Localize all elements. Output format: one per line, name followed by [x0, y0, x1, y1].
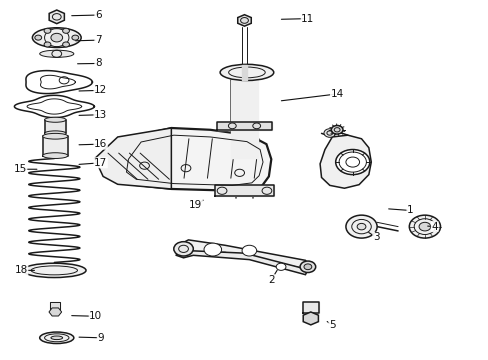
- Circle shape: [408, 215, 440, 238]
- Ellipse shape: [44, 117, 66, 122]
- Circle shape: [300, 261, 315, 273]
- Text: 17: 17: [94, 158, 107, 168]
- Text: 4: 4: [430, 222, 437, 231]
- Circle shape: [242, 245, 256, 256]
- Circle shape: [62, 42, 69, 47]
- Polygon shape: [49, 10, 64, 24]
- Polygon shape: [303, 302, 318, 314]
- Text: 6: 6: [95, 10, 102, 20]
- Polygon shape: [320, 135, 370, 188]
- Circle shape: [51, 33, 62, 42]
- Ellipse shape: [22, 263, 86, 278]
- Text: 11: 11: [301, 14, 314, 24]
- Text: 12: 12: [94, 85, 107, 95]
- Text: 15: 15: [14, 164, 27, 174]
- Text: 18: 18: [15, 265, 28, 275]
- Polygon shape: [50, 302, 60, 310]
- Circle shape: [304, 264, 311, 270]
- Text: 5: 5: [328, 320, 335, 330]
- Polygon shape: [181, 240, 307, 269]
- Circle shape: [335, 149, 369, 175]
- Text: 1: 1: [406, 206, 413, 216]
- Polygon shape: [303, 312, 318, 325]
- Text: 16: 16: [94, 139, 107, 149]
- Ellipse shape: [42, 134, 68, 139]
- Text: 8: 8: [95, 58, 102, 68]
- Circle shape: [418, 222, 430, 231]
- Text: 9: 9: [97, 333, 104, 343]
- Circle shape: [35, 35, 41, 40]
- Text: 10: 10: [89, 311, 102, 321]
- Ellipse shape: [40, 332, 74, 343]
- Ellipse shape: [42, 153, 68, 158]
- Polygon shape: [230, 80, 258, 158]
- Circle shape: [324, 129, 335, 137]
- Polygon shape: [176, 242, 307, 275]
- Text: 14: 14: [330, 89, 343, 99]
- Ellipse shape: [51, 336, 62, 339]
- Polygon shape: [215, 185, 273, 196]
- Text: 2: 2: [267, 275, 274, 285]
- Circle shape: [44, 28, 51, 33]
- Text: 7: 7: [95, 35, 102, 45]
- Circle shape: [44, 42, 51, 47]
- Circle shape: [330, 126, 342, 134]
- Ellipse shape: [44, 131, 66, 136]
- Polygon shape: [49, 308, 61, 316]
- Circle shape: [356, 224, 365, 230]
- Polygon shape: [42, 136, 68, 156]
- Text: 19: 19: [189, 200, 202, 210]
- Text: 3: 3: [372, 232, 379, 242]
- Circle shape: [72, 35, 79, 40]
- Circle shape: [276, 263, 285, 270]
- Polygon shape: [95, 128, 171, 189]
- Ellipse shape: [220, 64, 273, 81]
- Polygon shape: [44, 120, 66, 134]
- Circle shape: [62, 28, 69, 33]
- Circle shape: [173, 242, 193, 256]
- Polygon shape: [217, 122, 271, 130]
- Polygon shape: [237, 15, 251, 26]
- Ellipse shape: [40, 50, 74, 57]
- Circle shape: [203, 243, 221, 256]
- Circle shape: [345, 215, 376, 238]
- Ellipse shape: [32, 28, 81, 48]
- Polygon shape: [115, 128, 271, 191]
- Polygon shape: [241, 64, 247, 80]
- Text: 13: 13: [94, 110, 107, 120]
